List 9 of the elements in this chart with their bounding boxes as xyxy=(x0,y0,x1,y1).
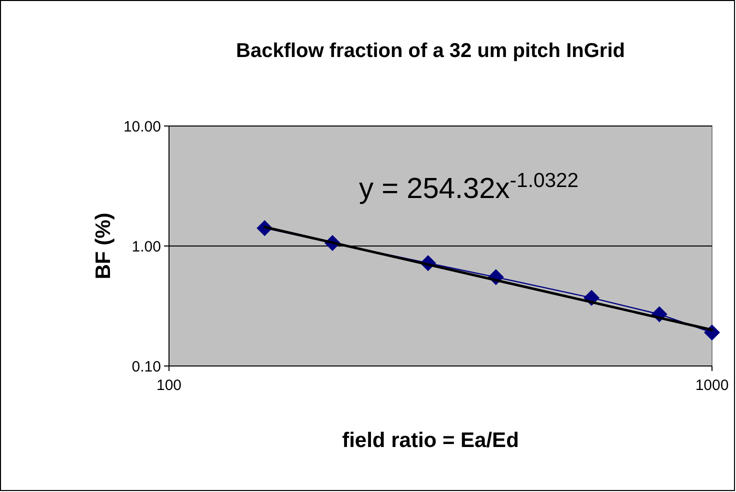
y-tick-label: 1.00 xyxy=(132,238,161,256)
x-tick-label: 1000 xyxy=(695,377,729,394)
chart-title: Backflow fraction of a 32 um pitch InGrid xyxy=(236,40,625,62)
y-axis-title: BF (%) xyxy=(92,212,115,280)
y-tick-label: 0.10 xyxy=(132,358,161,376)
x-tick-label: 100 xyxy=(156,377,182,394)
x-axis-title: field ratio = Ea/Ed xyxy=(342,429,519,452)
annotation: y = 254.32x$^{-1.0322}$ xyxy=(359,170,579,205)
y-tick-label: 10.00 xyxy=(123,118,161,136)
